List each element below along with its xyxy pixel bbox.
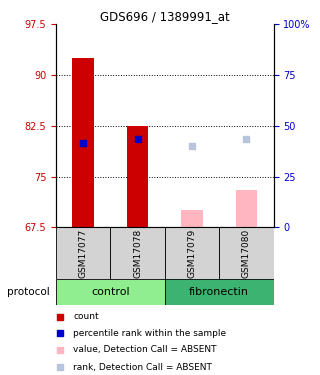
Text: value, Detection Call = ABSENT: value, Detection Call = ABSENT (73, 345, 217, 354)
Bar (219, 227, 274, 279)
Bar (127, 126, 148, 227)
Point (202, 142, 207, 148)
Text: count: count (73, 312, 99, 321)
Bar (72, 58, 94, 227)
Point (244, 136, 249, 142)
Title: GDS696 / 1389991_at: GDS696 / 1389991_at (100, 10, 230, 23)
Bar (56, 279, 165, 305)
Point (202, 299, 207, 305)
Text: GSM17077: GSM17077 (79, 228, 88, 278)
Point (81, 140, 86, 146)
Text: protocol: protocol (7, 287, 50, 297)
Text: rank, Detection Call = ABSENT: rank, Detection Call = ABSENT (73, 363, 212, 372)
Point (189, 143, 195, 149)
Bar (165, 227, 219, 279)
Bar (110, 227, 165, 279)
Text: percentile rank within the sample: percentile rank within the sample (73, 329, 227, 338)
Bar (165, 279, 274, 305)
Text: fibronectin: fibronectin (189, 287, 249, 297)
Bar (181, 210, 203, 227)
Text: GSM17080: GSM17080 (242, 228, 251, 278)
Text: GSM17079: GSM17079 (188, 228, 196, 278)
Bar (181, 210, 203, 227)
Text: control: control (91, 287, 130, 297)
Bar (236, 190, 257, 227)
Point (135, 136, 140, 142)
Bar (56, 227, 110, 279)
Text: GSM17078: GSM17078 (133, 228, 142, 278)
